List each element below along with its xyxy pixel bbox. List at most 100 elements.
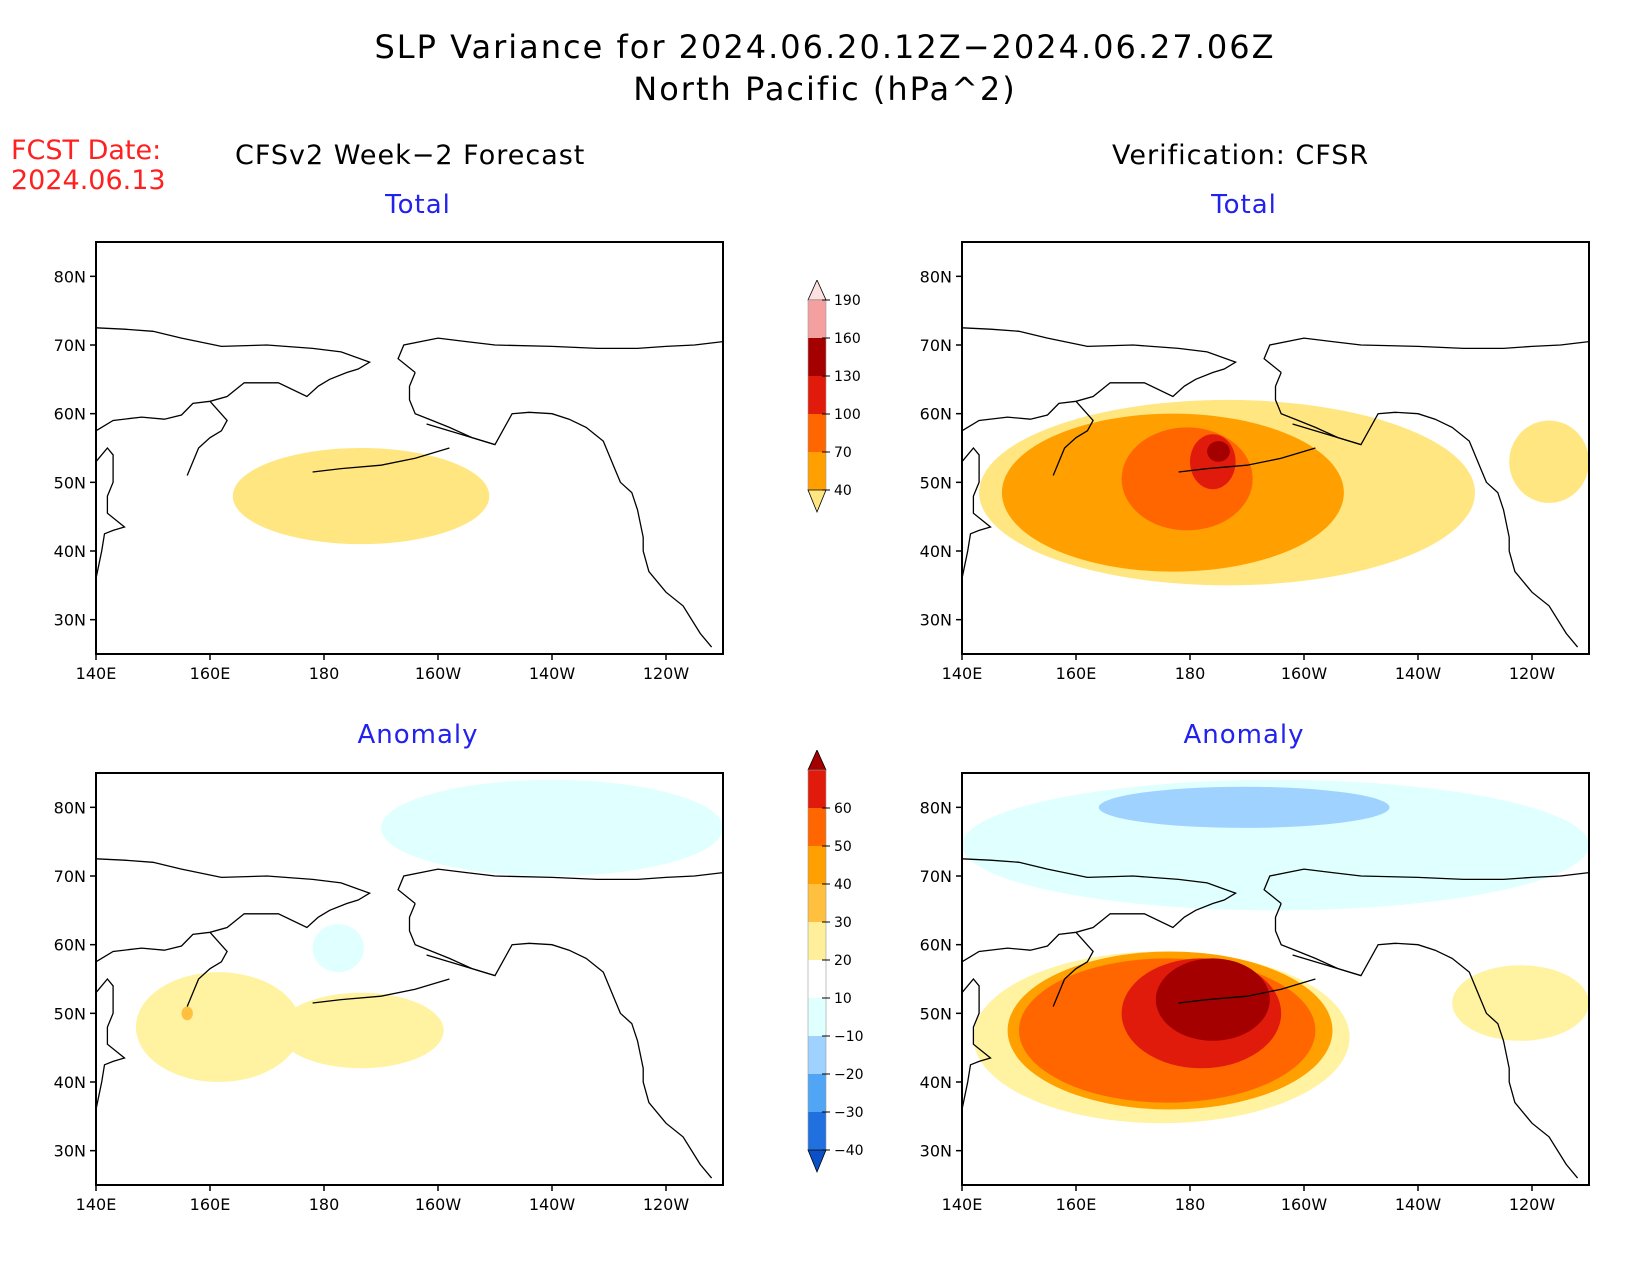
panel-title-bottom-left: Anomaly — [357, 720, 479, 750]
y-tick-label: 50N — [54, 1004, 86, 1023]
colorbar-total: 4070100130160190220 — [807, 280, 861, 514]
coastline-5 — [1292, 954, 1362, 977]
map-panel-0: 140E 160E 180 160W 140W 120W 30N 40N 50N 60N 70N 80… — [54, 241, 724, 683]
colorbar-segment — [808, 770, 826, 808]
x-tick-label: 160W — [1281, 1195, 1328, 1214]
colorbar-anomaly-label: −40 — [834, 1143, 864, 1159]
x-tick-label: 160W — [415, 664, 462, 683]
y-tick-label: 30N — [54, 611, 86, 630]
y-tick-label: 80N — [920, 267, 952, 286]
map-panel-3: 140E 160E 180 160W 140W 120W 30N 40N 50N 60N 70N 80… — [920, 772, 1590, 1214]
colorbar-total-label: 160 — [834, 331, 861, 347]
coastline-5 — [1292, 423, 1362, 446]
map-panel-2: 140E 160E 180 160W 140W 120W 30N 40N 50N 60N 70N 80… — [54, 772, 724, 1214]
coastline-3 — [962, 446, 992, 579]
x-tick-label: 140W — [1395, 664, 1442, 683]
x-tick-label: 180 — [309, 664, 340, 683]
coastline-0 — [962, 327, 1238, 432]
map-frame — [961, 241, 1590, 655]
y-tick-label: 80N — [54, 267, 86, 286]
contour-10-20-3 — [278, 992, 444, 1069]
contour-fills — [135, 779, 723, 1082]
x-tick-label: 180 — [1175, 1195, 1206, 1214]
coastline-2 — [1274, 903, 1579, 1179]
contour-fills — [962, 779, 1589, 1124]
coastline-1 — [1263, 337, 1589, 374]
coastline-4 — [1052, 931, 1094, 1007]
contour-160-190-5 — [1207, 441, 1230, 462]
x-tick-label: 140W — [1395, 1195, 1442, 1214]
x-tick-label: 140E — [76, 664, 117, 683]
colorbar-anomaly-label: −30 — [834, 1105, 864, 1121]
coastline-3 — [96, 977, 126, 1110]
y-tick-label: 60N — [54, 405, 86, 424]
colorbar-segment — [808, 338, 826, 376]
colorbar-anomaly-label: 30 — [834, 915, 852, 931]
coastline-6 — [312, 978, 450, 1004]
colorbar-segment — [808, 452, 826, 490]
contour-40-70-1 — [1509, 420, 1589, 503]
coastline-5 — [426, 954, 496, 977]
y-tick-label: 50N — [920, 1004, 952, 1023]
x-tick-label: 180 — [309, 1195, 340, 1214]
contour-fills — [232, 448, 490, 545]
y-tick-label: 70N — [920, 336, 952, 355]
x-tick-label: 140E — [942, 664, 983, 683]
colorbar-top-arrow — [807, 280, 827, 301]
map-frame — [95, 241, 724, 655]
colorbar-anomaly-label: 20 — [834, 953, 852, 969]
contour--20--10-1 — [312, 924, 364, 973]
colorbar-total-label: 70 — [834, 445, 852, 461]
contour-10-20-4 — [1452, 965, 1589, 1041]
coastline-4 — [186, 400, 228, 476]
coastline-5 — [426, 423, 496, 446]
colorbar-segment — [808, 1112, 826, 1150]
map-panel-1: 140E 160E 180 160W 140W 120W 30N 40N 50N 60N 70N 80… — [920, 241, 1590, 683]
contour-40-70-0 — [232, 448, 490, 545]
contour--20--10-0 — [381, 779, 723, 876]
y-tick-label: 50N — [920, 473, 952, 492]
coastlines — [96, 327, 723, 648]
right-column-title: Verification: CFSR — [1112, 140, 1370, 171]
colorbar-segment — [808, 922, 826, 960]
x-tick-label: 140E — [76, 1195, 117, 1214]
y-tick-label: 80N — [920, 798, 952, 817]
colorbar-anomaly-label: 40 — [834, 877, 852, 893]
coastline-3 — [96, 446, 126, 579]
colorbar-total-label: 130 — [834, 369, 861, 385]
x-tick-label: 120W — [1509, 664, 1556, 683]
contour-20-30-4 — [181, 1006, 193, 1021]
map-frame — [961, 772, 1590, 1186]
colorbar-bottom-arrow — [807, 489, 827, 514]
coastline-4 — [1052, 400, 1094, 476]
main-subtitle: North Pacific (hPa^2) — [633, 70, 1017, 108]
colorbar-total-label: 190 — [834, 293, 861, 309]
y-tick-label: 70N — [54, 336, 86, 355]
x-tick-label: 120W — [643, 1195, 690, 1214]
colorbar-total-label: 40 — [834, 483, 852, 499]
colorbar-segment — [808, 960, 826, 998]
coastline-2 — [408, 903, 713, 1179]
coastlines — [96, 858, 723, 1179]
colorbar-segment — [808, 414, 826, 452]
y-tick-label: 30N — [920, 1142, 952, 1161]
y-tick-label: 60N — [920, 405, 952, 424]
panel-title-top-right: Total — [1211, 190, 1277, 220]
colorbar-segment — [808, 300, 826, 338]
contour-130-160-4 — [1190, 434, 1236, 490]
colorbar-anomaly-label: 10 — [834, 991, 852, 1007]
left-column-title: CFSv2 Week−2 Forecast — [235, 140, 586, 171]
y-tick-label: 70N — [54, 867, 86, 886]
colorbar-segment — [808, 998, 826, 1036]
colorbar-segment — [808, 846, 826, 884]
coastline-0 — [96, 858, 372, 963]
fcst-label: FCST Date: — [11, 135, 162, 166]
colorbar-anomaly-label: −10 — [834, 1029, 864, 1045]
colorbar-bottom-arrow — [807, 1149, 827, 1174]
map-frame — [95, 772, 724, 1186]
coastline-6 — [1178, 978, 1316, 1004]
x-tick-label: 160E — [190, 1195, 231, 1214]
coastline-6 — [1178, 447, 1316, 473]
y-tick-label: 40N — [920, 542, 952, 561]
